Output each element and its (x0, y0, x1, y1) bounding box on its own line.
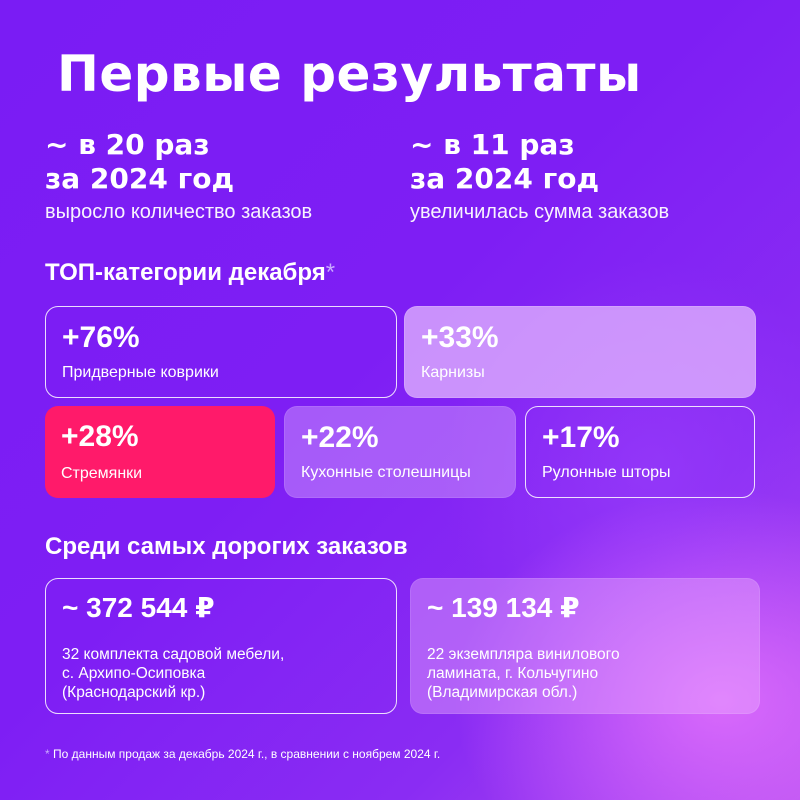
order-description-line: 32 комплекта садовой мебели, (62, 646, 285, 663)
order-description: 22 экземпляра винилового ламината, г. Ко… (427, 645, 620, 702)
stat-orders-sum-line2: за 2024 год (410, 162, 600, 195)
category-card-countertops: +22% Кухонные столешницы (284, 406, 516, 498)
page-title: Первые результаты (57, 45, 642, 103)
category-growth: +17% (542, 421, 620, 454)
order-description-line: ламината, г. Кольчугино (427, 665, 599, 682)
category-card-ladders: +28% Стремянки (45, 406, 275, 498)
stat-orders-count: ~ в 20 раз за 2024 год выросло количеств… (45, 128, 312, 224)
footnote-star: * (45, 747, 50, 761)
category-growth: +22% (301, 421, 379, 454)
top-categories-heading-text: ТОП-категории декабря (45, 259, 326, 286)
stat-orders-sum-caption: увеличилась сумма заказов (410, 201, 670, 223)
category-growth: +33% (421, 321, 499, 354)
category-card-curtain-rods: +33% Карнизы (404, 306, 756, 398)
top-categories-heading: ТОП-категории декабря* (45, 258, 335, 288)
order-description: 32 комплекта садовой мебели, с. Архипо-О… (62, 645, 284, 702)
footnote-marker: * (325, 259, 336, 286)
category-growth: +28% (61, 420, 139, 453)
category-label: Придверные коврики (62, 364, 219, 381)
footnote-text: По данным продаж за декабрь 2024 г., в с… (49, 747, 441, 761)
category-card-doormats: +76% Придверные коврики (45, 306, 397, 398)
category-label: Кухонные столешницы (301, 464, 471, 481)
stat-orders-count-line1: ~ в 20 раз (45, 128, 210, 161)
category-label: Карнизы (421, 364, 485, 381)
order-description-line: 22 экземпляра винилового (427, 646, 620, 663)
stat-orders-sum-line1: ~ в 11 раз (410, 128, 575, 161)
expensive-orders-heading: Среди самых дорогих заказов (45, 533, 408, 560)
order-card-vinyl-laminate: ~ 139 134 ₽ 22 экземпляра винилового лам… (410, 578, 760, 714)
stat-orders-count-caption: выросло количество заказов (45, 201, 313, 223)
footnote: * По данным продаж за декабрь 2024 г., в… (45, 746, 440, 762)
category-label: Стремянки (61, 465, 143, 482)
order-card-garden-furniture: ~ 372 544 ₽ 32 комплекта садовой мебели,… (45, 578, 397, 714)
stat-orders-count-line2: за 2024 год (45, 162, 235, 195)
order-description-line: с. Архипо-Осиповка (62, 665, 206, 682)
category-growth: +76% (62, 321, 140, 354)
stat-orders-sum: ~ в 11 раз за 2024 год увеличилась сумма… (410, 128, 669, 224)
order-price: ~ 139 134 ₽ (427, 592, 580, 623)
order-description-line: (Владимирская обл.) (427, 684, 578, 701)
order-description-line: (Краснодарский кр.) (62, 684, 206, 701)
category-card-roller-blinds: +17% Рулонные шторы (525, 406, 755, 498)
category-label: Рулонные шторы (542, 464, 671, 481)
order-price: ~ 372 544 ₽ (62, 592, 215, 623)
